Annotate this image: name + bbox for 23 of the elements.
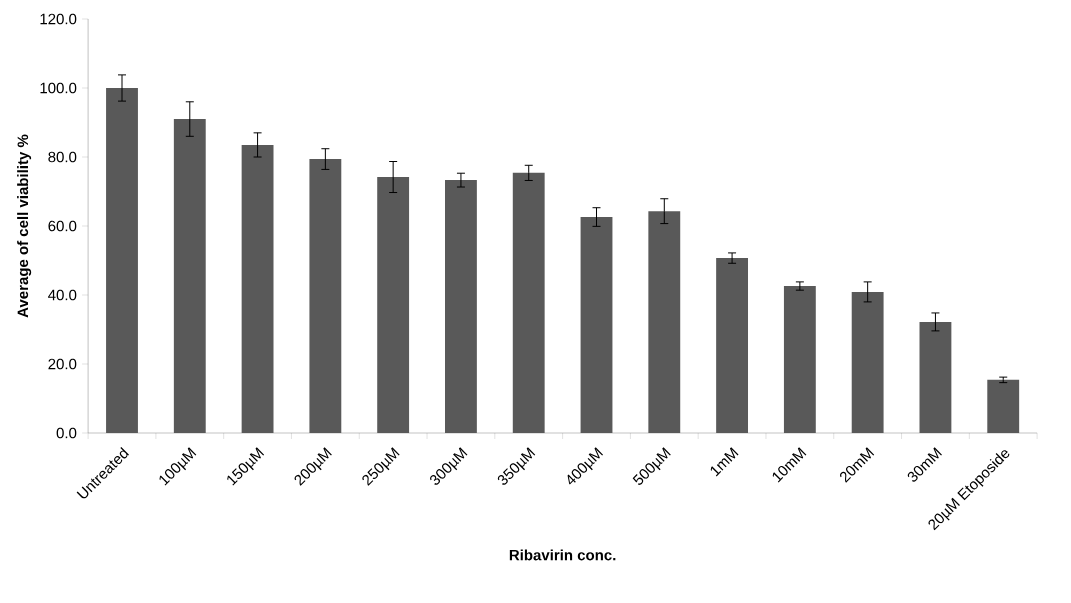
bar: [377, 177, 410, 433]
bar: [783, 286, 816, 433]
y-tick-label: 20.0: [48, 358, 77, 370]
y-tick-label: 60.0: [48, 220, 77, 232]
bar: [106, 88, 138, 433]
bar: [173, 119, 206, 433]
bar: [445, 180, 477, 433]
bar: [919, 321, 952, 433]
y-axis-title: Average of cell viability %: [17, 134, 32, 318]
bar: [309, 159, 342, 433]
y-tick-label: 40.0: [48, 289, 77, 301]
bar: [512, 172, 545, 433]
y-tick-label: 100.0: [40, 82, 77, 94]
bar: [648, 211, 681, 433]
y-tick-label: 120.0: [40, 13, 77, 25]
bar: [851, 291, 884, 433]
bar: [716, 258, 749, 433]
bar: [241, 144, 274, 433]
bar: [580, 217, 613, 433]
bar: [987, 379, 1020, 433]
y-tick-label: 80.0: [48, 151, 77, 163]
x-axis-title: Ribavirin conc.: [509, 549, 616, 561]
y-tick-label: 0.0: [56, 427, 77, 439]
